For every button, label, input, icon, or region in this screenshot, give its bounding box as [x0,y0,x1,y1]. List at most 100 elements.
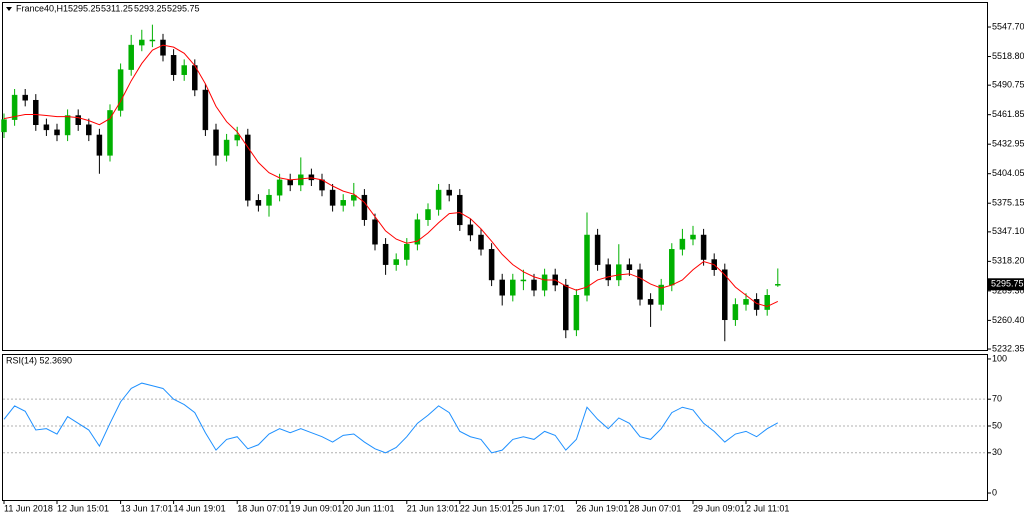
candle-body [775,284,781,286]
candle-body [722,269,728,321]
x-tick-label: 22 Jun 15:01 [460,503,512,513]
candle-body [361,194,368,220]
y-tick-label: 5232.35 [992,343,1024,353]
header-low: 5293.25 [134,3,167,13]
candle-body [276,179,283,196]
candle-body [584,234,590,296]
candle-body [658,284,664,305]
candle-body [181,65,187,75]
candle-body [1,119,7,133]
candle-body [107,110,113,156]
header-high: 5311.25 [101,3,133,13]
candle-body [213,129,219,156]
rsi-y-tick-label: 70 [992,394,1002,404]
candle-body [11,94,18,120]
candle-body [54,129,60,136]
candle-body [86,124,92,136]
rsi-y-tick-label: 0 [992,487,997,497]
candle-body [404,243,410,260]
y-tick-label: 5375.15 [992,198,1024,208]
rsi-title: RSI(14) 52.3690 [6,355,72,365]
candle-body [541,274,548,291]
candle-body [690,234,696,240]
candle-body [563,284,569,331]
price-panel [2,2,988,351]
rsi-line [3,382,779,454]
current-price-box [988,278,1024,291]
candle-body [128,44,134,70]
candle-body [510,279,516,296]
candle-body [234,134,240,141]
y-tick-label: 5461.85 [992,109,1024,119]
candle-body [446,189,452,196]
header-open: 5295.25 [68,3,101,13]
x-tick-label: 20 Jun 11:01 [343,503,394,513]
y-tick-label: 5260.40 [992,315,1024,325]
x-tick-label: 29 Jun 09:01 [693,503,745,513]
y-tick-label: 5518.80 [992,51,1024,61]
x-tick-label: 19 Jun 09:01 [290,503,342,513]
y-tick-label: 5432.95 [992,139,1024,149]
current-price-label: 5295.75 [991,279,1024,289]
candle-body [679,238,686,250]
panel-menu-arrow[interactable] [6,7,12,11]
y-tick-label: 5318.20 [992,256,1024,266]
x-tick-label: 11 Jun 2018 [4,503,53,513]
header-close: 5295.75 [167,3,200,13]
candle-body [573,295,580,331]
x-tick-label: 25 Jun 17:01 [513,503,565,513]
candle-body [75,115,81,125]
candle-body [520,279,527,282]
candle-body [605,264,611,281]
y-tick-label: 5347.10 [992,226,1024,236]
candle-body [223,139,230,156]
y-tick-label: 5490.75 [992,80,1024,90]
candle-body [170,55,177,75]
candle-body [732,304,739,321]
candle-body [64,115,71,136]
candle-body [626,264,633,270]
symbol: France40,H1 [16,3,68,13]
candle-body [308,174,315,181]
candle-body [255,200,262,206]
candle-body [499,279,505,296]
candle-body [372,219,378,245]
candle-body [414,219,421,245]
candle-body [594,234,601,265]
y-tick-label: 5404.05 [992,168,1024,178]
candle-body [22,94,28,101]
x-tick-label: 18 Jun 07:01 [237,503,289,513]
x-tick-label: 2 Jul 11:01 [746,503,789,513]
candle-body [149,39,156,42]
rsi-y-tick-label: 100 [992,353,1007,363]
candle-body [43,124,50,131]
candle-body [266,194,272,206]
x-tick-label: 12 Jun 15:01 [57,503,109,513]
candle-body [425,209,431,220]
x-tick-label: 28 Jun 07:01 [629,503,681,513]
candle-body [33,99,39,125]
rsi-y-tick-label: 50 [992,420,1002,430]
x-tick-label: 13 Jun 17:01 [121,503,173,513]
candle-body [669,249,675,286]
candle-body [160,39,166,56]
candle-body [340,200,346,206]
candle-body [435,189,442,210]
candle-body [298,174,304,186]
candle-body [139,39,145,46]
moving-average [3,44,779,308]
rsi-panel [2,354,988,501]
candle-body [743,299,749,305]
candle-body [96,134,103,156]
candle-body [245,134,251,201]
candle-body [393,259,399,265]
candle-body [637,269,643,300]
candle-body [457,194,463,226]
candle-body [467,224,474,236]
candle-body [478,234,484,250]
candle-body [351,194,357,201]
candle-body [647,299,654,305]
candle-body [488,249,495,281]
candle-body [329,189,336,206]
